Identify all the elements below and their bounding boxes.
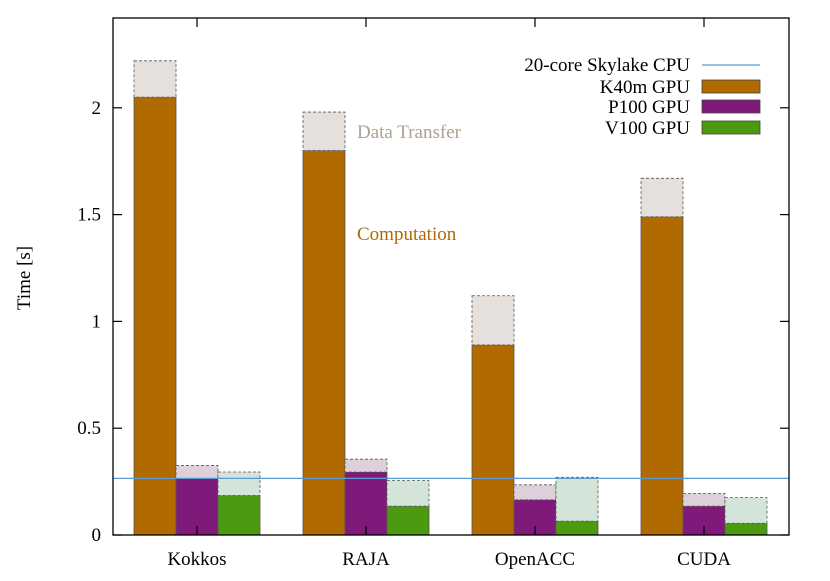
legend-label-cpu: 20-core Skylake CPU	[524, 55, 690, 76]
x-tick-label-raja: RAJA	[342, 549, 390, 570]
bar-kokkos-k40m-computation	[133, 96, 177, 536]
bar-cuda-k40m-transfer	[640, 177, 684, 218]
bar-cuda-p100-transfer	[682, 492, 726, 507]
bar-cuda-k40m-computation	[640, 216, 684, 536]
legend-swatch-v100	[701, 120, 761, 135]
y-tick-label: 2	[92, 98, 102, 119]
bar-raja-p100-transfer	[344, 458, 388, 473]
bar-raja-v100-transfer	[386, 480, 430, 507]
legend-label-v100: V100 GPU	[605, 118, 690, 139]
y-tick-label: 1	[92, 311, 102, 332]
legend: 20-core Skylake CPU K40m GPU P100 GPU V1…	[524, 55, 761, 139]
bar-kokkos-v100-transfer	[217, 471, 261, 496]
y-tick-label: 0.5	[77, 418, 101, 439]
bar-kokkos-k40m-transfer	[133, 60, 177, 98]
x-tick-label-openacc: OpenACC	[495, 549, 575, 570]
y-axis-label: Time [s]	[14, 246, 35, 310]
x-tick-label-cuda: CUDA	[677, 549, 731, 570]
legend-label-k40m: K40m GPU	[600, 77, 691, 98]
bar-openacc-p100-transfer	[513, 484, 557, 501]
plot-frame	[112, 17, 790, 536]
bar-kokkos-p100-computation	[175, 477, 219, 536]
annotation-computation: Computation	[357, 224, 457, 245]
bar-openacc-k40m-transfer	[471, 295, 515, 346]
bar-raja-k40m-computation	[302, 150, 346, 536]
y-tick-label: 0	[92, 525, 102, 546]
legend-label-p100: P100 GPU	[608, 97, 690, 118]
bar-raja-p100-computation	[344, 471, 388, 536]
bar-raja-v100-computation	[386, 505, 430, 536]
x-tick-label-kokkos: Kokkos	[167, 549, 226, 570]
bar-cuda-v100-computation	[724, 522, 768, 536]
y-axis: 0 0.5 1 1.5 2	[77, 98, 789, 546]
x-axis: Kokkos RAJA OpenACC CUDA	[167, 18, 731, 570]
legend-swatch-p100	[701, 99, 761, 114]
bar-openacc-k40m-computation	[471, 344, 515, 536]
annotation-data-transfer: Data Transfer	[357, 122, 462, 143]
bar-cuda-v100-transfer	[724, 497, 768, 524]
bars-layer	[133, 60, 768, 536]
bar-openacc-v100-transfer	[555, 476, 599, 522]
bar-kokkos-v100-computation	[217, 495, 261, 536]
bar-raja-k40m-transfer	[302, 111, 346, 151]
bar-kokkos-p100-transfer	[175, 465, 219, 479]
bar-openacc-v100-computation	[555, 520, 599, 536]
legend-swatch-k40m	[701, 79, 761, 94]
y-tick-label: 1.5	[77, 205, 101, 226]
